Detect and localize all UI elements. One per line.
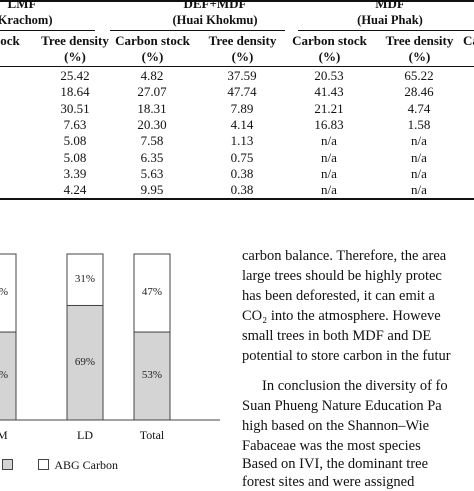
text-line: carbon balance. Therefore, the area bbox=[242, 248, 447, 264]
text-line: forest sites and were assigned bbox=[242, 474, 415, 490]
legend-label-abg: ABG Carbon bbox=[54, 458, 119, 472]
group-underline-mdf bbox=[298, 30, 474, 31]
group-header-def-mdf: DEF+MDF bbox=[183, 0, 247, 11]
table-cell: n/a bbox=[321, 165, 337, 181]
bar-segment-ld-1 bbox=[66, 253, 104, 306]
table-cell: 18.64 bbox=[60, 84, 90, 100]
bar-data-label: 69% bbox=[74, 355, 96, 368]
table-cell: 5.63 bbox=[140, 165, 164, 181]
col-header-2-unit: (%) bbox=[141, 49, 164, 64]
table-cell: 20.30 bbox=[137, 116, 167, 132]
table-header-rule bbox=[0, 66, 474, 67]
table-cell: 30.51 bbox=[60, 100, 90, 116]
text-line: potential to store carbon in the futur bbox=[242, 348, 451, 364]
table-cell: 0.38 bbox=[230, 182, 254, 198]
text-line: In conclusion the diversity of fo bbox=[262, 378, 448, 394]
bar-data-label: 31% bbox=[74, 272, 96, 285]
table-cell: 41.43 bbox=[314, 84, 344, 100]
table-cell: n/a bbox=[321, 149, 337, 165]
bar-segment-km-0 bbox=[0, 331, 17, 421]
table-cell: 9.95 bbox=[140, 182, 164, 198]
table-cell: 4.24 bbox=[63, 182, 87, 198]
bar-data-label: 53% bbox=[141, 369, 163, 381]
table-cell: 18.31 bbox=[137, 100, 167, 116]
table-cell: 4.14 bbox=[230, 116, 254, 132]
table-cell: 0.75 bbox=[230, 149, 254, 165]
bar-data-label: 47% bbox=[141, 286, 163, 298]
col-header-0: ock bbox=[0, 33, 20, 48]
table-cell: 6.35 bbox=[140, 149, 164, 165]
text-line: Based on IVI, the dominant tree bbox=[242, 456, 429, 472]
table-cell: n/a bbox=[411, 182, 427, 198]
table-cell: 37.59 bbox=[227, 68, 257, 83]
col-header-6: Ca bbox=[463, 33, 474, 48]
table-cell: 1.13 bbox=[230, 133, 254, 149]
table-cell: 0.38 bbox=[230, 165, 254, 181]
x-tick-label: Total bbox=[139, 428, 165, 442]
table-cell: n/a bbox=[411, 133, 427, 149]
text-line: large trees should be highly protec bbox=[242, 268, 442, 284]
table-cell: 7.63 bbox=[63, 116, 87, 132]
group-site-def-mdf: (Huai Khokmu) bbox=[172, 13, 258, 27]
col-header-4-unit: (%) bbox=[318, 49, 341, 64]
table-cell: 4.82 bbox=[140, 68, 164, 83]
group-underline-def-mdf bbox=[110, 30, 285, 31]
text-line: Suan Phueng Nature Education Pa bbox=[242, 398, 442, 414]
table-cell: 5.08 bbox=[63, 133, 87, 149]
table-cell: 21.21 bbox=[314, 100, 344, 116]
col-header-3-unit: (%) bbox=[231, 49, 254, 64]
table-cell: 4.74 bbox=[407, 100, 431, 116]
col-header-1: Tree density bbox=[41, 33, 109, 48]
table-cell: 7.89 bbox=[230, 100, 254, 116]
table-cell: 7.58 bbox=[140, 133, 164, 149]
text-line: small trees in both MDF and DE bbox=[242, 328, 432, 344]
group-header-mdf: MDF bbox=[375, 0, 405, 11]
table-cell: 25.42 bbox=[60, 68, 90, 83]
bar-segment-km-1 bbox=[0, 253, 17, 333]
col-header-5-unit: (%) bbox=[408, 49, 431, 64]
group-underline-lmf bbox=[0, 30, 95, 31]
x-tick-label: KM bbox=[0, 428, 8, 442]
table-cell: 1.58 bbox=[407, 116, 431, 132]
table-cell: 3.39 bbox=[63, 165, 87, 181]
stacked-bar-chart bbox=[0, 253, 220, 421]
table-cell: n/a bbox=[411, 149, 427, 165]
text-line: has been deforested, it can emit a bbox=[242, 288, 435, 304]
text-line: Fabaceae was the most species bbox=[242, 438, 421, 454]
group-site-lmf: (Krachom) bbox=[0, 13, 53, 27]
table-cell: n/a bbox=[411, 165, 427, 181]
table-top-rule bbox=[0, 0, 474, 2]
bar-segment-total-1 bbox=[133, 253, 171, 333]
chart-legend: ABG Carbon bbox=[2, 458, 118, 473]
table-cell: 16.83 bbox=[314, 116, 344, 132]
table-cell: 5.08 bbox=[63, 149, 87, 165]
col-header-2: Carbon stock bbox=[115, 33, 190, 48]
group-site-mdf: (Huai Phak) bbox=[357, 13, 423, 27]
table-cell: 47.74 bbox=[227, 84, 257, 100]
bar-data-label: 53% bbox=[0, 369, 18, 381]
col-header-5: Tree density bbox=[385, 33, 454, 48]
table-cell: 28.46 bbox=[404, 84, 434, 100]
col-header-1-unit: (%) bbox=[64, 49, 86, 64]
group-header-lmf: LMF bbox=[7, 0, 37, 11]
col-header-4: Carbon stock bbox=[292, 33, 367, 48]
text-line: high based on the Shannon–Wie bbox=[242, 418, 430, 434]
table-cell: 27.07 bbox=[137, 84, 167, 100]
legend-swatch-abg bbox=[38, 459, 49, 470]
text-line: CO₂ into the atmosphere. Howeve bbox=[242, 308, 441, 324]
table-cell: n/a bbox=[321, 182, 337, 198]
x-tick-label: LD bbox=[77, 428, 93, 442]
table-cell: n/a bbox=[321, 133, 337, 149]
legend-swatch-lower bbox=[2, 459, 13, 470]
table-cell: 20.53 bbox=[314, 68, 344, 83]
table-bottom-rule bbox=[0, 198, 474, 200]
col-header-3: Tree density bbox=[208, 33, 277, 48]
table-cell: 65.22 bbox=[404, 68, 434, 83]
bar-data-label: 47% bbox=[0, 286, 18, 298]
